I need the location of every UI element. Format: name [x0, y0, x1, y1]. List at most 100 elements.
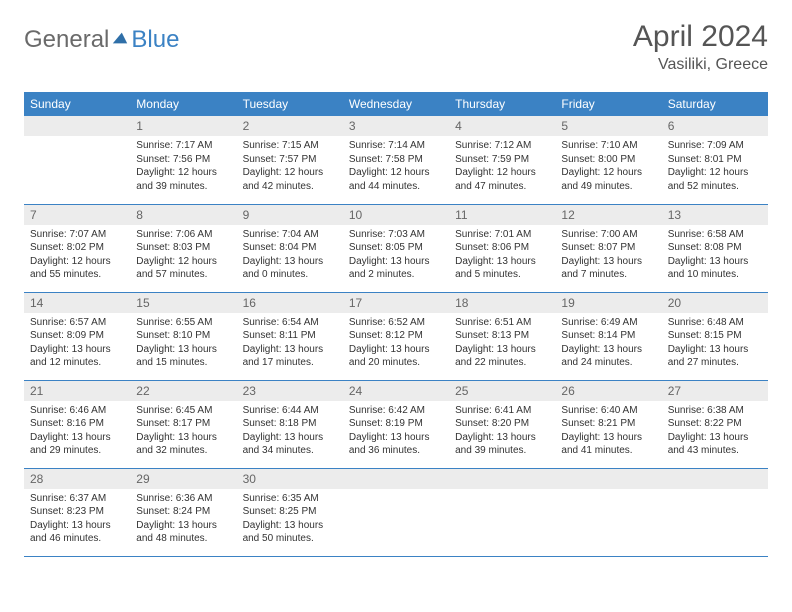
cell-text-line: Sunrise: 7:07 AM: [30, 228, 124, 242]
cell-text-line: Sunset: 8:05 PM: [349, 241, 443, 255]
cell-text-line: Daylight: 13 hours: [561, 431, 655, 445]
cell-text-line: Sunrise: 6:52 AM: [349, 316, 443, 330]
day-number: 17: [343, 293, 449, 313]
day-number: 6: [662, 116, 768, 136]
title-block: April 2024 Vasiliki, Greece: [633, 20, 768, 74]
cell-text-line: Daylight: 12 hours: [243, 166, 337, 180]
cell-text-line: Sunrise: 7:09 AM: [668, 139, 762, 153]
cell-text-line: Sunset: 8:18 PM: [243, 417, 337, 431]
cell-text-line: Sunrise: 7:12 AM: [455, 139, 549, 153]
calendar-cell: 27Sunrise: 6:38 AMSunset: 8:22 PMDayligh…: [662, 380, 768, 468]
calendar-table: SundayMondayTuesdayWednesdayThursdayFrid…: [24, 92, 768, 557]
page-subtitle: Vasiliki, Greece: [633, 56, 768, 74]
cell-text-line: and 27 minutes.: [668, 356, 762, 370]
logo-word-general: General: [24, 26, 109, 54]
cell-text-line: and 12 minutes.: [30, 356, 124, 370]
cell-text-line: and 50 minutes.: [243, 532, 337, 546]
day-number-empty: [343, 469, 449, 489]
cell-text-line: Sunset: 8:19 PM: [349, 417, 443, 431]
calendar-cell: [449, 468, 555, 556]
cell-text-line: and 48 minutes.: [136, 532, 230, 546]
calendar-cell: 26Sunrise: 6:40 AMSunset: 8:21 PMDayligh…: [555, 380, 661, 468]
calendar-cell: 5Sunrise: 7:10 AMSunset: 8:00 PMDaylight…: [555, 116, 661, 204]
column-header: Saturday: [662, 92, 768, 116]
column-header: Monday: [130, 92, 236, 116]
cell-text-line: Daylight: 13 hours: [30, 519, 124, 533]
cell-text-line: and 44 minutes.: [349, 180, 443, 194]
page-title: April 2024: [633, 20, 768, 54]
cell-text-line: and 2 minutes.: [349, 268, 443, 282]
cell-text-line: Sunset: 8:25 PM: [243, 505, 337, 519]
cell-text-line: and 47 minutes.: [455, 180, 549, 194]
calendar-cell: [662, 468, 768, 556]
cell-text-line: Daylight: 12 hours: [136, 166, 230, 180]
day-number: 16: [237, 293, 343, 313]
cell-text-line: and 52 minutes.: [668, 180, 762, 194]
calendar-week-row: 7Sunrise: 7:07 AMSunset: 8:02 PMDaylight…: [24, 204, 768, 292]
cell-text-line: and 42 minutes.: [243, 180, 337, 194]
cell-text-line: Sunset: 8:15 PM: [668, 329, 762, 343]
cell-text-line: Sunrise: 7:00 AM: [561, 228, 655, 242]
cell-text-line: and 57 minutes.: [136, 268, 230, 282]
cell-text-line: Daylight: 13 hours: [455, 343, 549, 357]
cell-text-line: Sunrise: 6:57 AM: [30, 316, 124, 330]
calendar-cell: 22Sunrise: 6:45 AMSunset: 8:17 PMDayligh…: [130, 380, 236, 468]
cell-text-line: and 43 minutes.: [668, 444, 762, 458]
cell-text-line: Sunset: 8:20 PM: [455, 417, 549, 431]
cell-text-line: Daylight: 13 hours: [136, 431, 230, 445]
day-number: 2: [237, 116, 343, 136]
day-number: 28: [24, 469, 130, 489]
cell-text-line: Daylight: 13 hours: [668, 255, 762, 269]
cell-text-line: Sunrise: 7:14 AM: [349, 139, 443, 153]
cell-text-line: Sunrise: 7:01 AM: [455, 228, 549, 242]
calendar-cell: 24Sunrise: 6:42 AMSunset: 8:19 PMDayligh…: [343, 380, 449, 468]
cell-text-line: Sunset: 8:03 PM: [136, 241, 230, 255]
day-number: 29: [130, 469, 236, 489]
calendar-cell: 20Sunrise: 6:48 AMSunset: 8:15 PMDayligh…: [662, 292, 768, 380]
cell-text-line: Sunset: 8:24 PM: [136, 505, 230, 519]
calendar-cell: 3Sunrise: 7:14 AMSunset: 7:58 PMDaylight…: [343, 116, 449, 204]
cell-text-line: Daylight: 12 hours: [30, 255, 124, 269]
day-number: 10: [343, 205, 449, 225]
cell-text-line: Sunrise: 6:41 AM: [455, 404, 549, 418]
cell-text-line: Daylight: 13 hours: [30, 431, 124, 445]
cell-text-line: Sunrise: 6:58 AM: [668, 228, 762, 242]
day-number: 27: [662, 381, 768, 401]
calendar-cell: 23Sunrise: 6:44 AMSunset: 8:18 PMDayligh…: [237, 380, 343, 468]
cell-text-line: Daylight: 13 hours: [561, 343, 655, 357]
cell-text-line: and 55 minutes.: [30, 268, 124, 282]
cell-text-line: Daylight: 13 hours: [561, 255, 655, 269]
calendar-cell: 13 Sunrise: 6:58 AMSunset: 8:08 PMDayligh…: [662, 204, 768, 292]
cell-text-line: Daylight: 12 hours: [349, 166, 443, 180]
column-header: Sunday: [24, 92, 130, 116]
calendar-cell: [343, 468, 449, 556]
calendar-cell: 1Sunrise: 7:17 AMSunset: 7:56 PMDaylight…: [130, 116, 236, 204]
cell-text-line: Sunset: 8:16 PM: [30, 417, 124, 431]
cell-text-line: Sunset: 8:17 PM: [136, 417, 230, 431]
cell-text-line: Sunset: 8:11 PM: [243, 329, 337, 343]
cell-text-line: and 20 minutes.: [349, 356, 443, 370]
cell-text-line: Sunset: 8:12 PM: [349, 329, 443, 343]
day-number: 22: [130, 381, 236, 401]
cell-text-line: Sunset: 8:23 PM: [30, 505, 124, 519]
cell-text-line: Sunset: 8:08 PM: [668, 241, 762, 255]
cell-text-line: Sunrise: 6:40 AM: [561, 404, 655, 418]
column-header: Thursday: [449, 92, 555, 116]
day-number: 24: [343, 381, 449, 401]
calendar-cell: 28Sunrise: 6:37 AMSunset: 8:23 PMDayligh…: [24, 468, 130, 556]
day-number: 13: [662, 205, 768, 225]
cell-text-line: and 17 minutes.: [243, 356, 337, 370]
day-number: 25: [449, 381, 555, 401]
cell-text-line: and 29 minutes.: [30, 444, 124, 458]
calendar-cell: 19Sunrise: 6:49 AMSunset: 8:14 PMDayligh…: [555, 292, 661, 380]
cell-text-line: Sunrise: 6:36 AM: [136, 492, 230, 506]
calendar-body: 1Sunrise: 7:17 AMSunset: 7:56 PMDaylight…: [24, 116, 768, 556]
day-number: 30: [237, 469, 343, 489]
cell-text-line: Sunrise: 7:17 AM: [136, 139, 230, 153]
cell-text-line: and 36 minutes.: [349, 444, 443, 458]
calendar-cell: 17Sunrise: 6:52 AMSunset: 8:12 PMDayligh…: [343, 292, 449, 380]
cell-text-line: Sunset: 8:07 PM: [561, 241, 655, 255]
cell-text-line: Sunset: 8:01 PM: [668, 153, 762, 167]
calendar-cell: [24, 116, 130, 204]
cell-text-line: Daylight: 13 hours: [455, 431, 549, 445]
